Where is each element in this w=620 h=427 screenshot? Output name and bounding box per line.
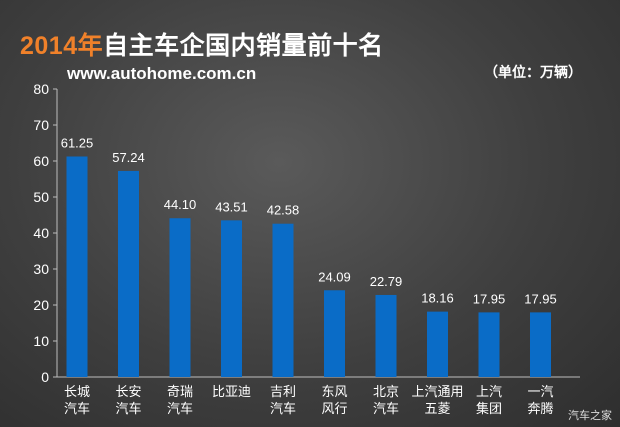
bar	[530, 312, 551, 377]
x-category-label: 汽车	[373, 401, 399, 416]
y-tick-label: 0	[41, 369, 49, 385]
x-category-label: 上汽通用	[411, 384, 463, 399]
bar-value-label: 17.95	[524, 291, 557, 306]
bar	[118, 170, 139, 377]
bar-value-label: 61.25	[61, 136, 94, 151]
bar-value-label: 43.51	[215, 199, 248, 214]
x-category-label: 上汽	[476, 384, 502, 399]
title-text: 自主车企国内销量前十名	[103, 32, 384, 60]
x-category-label: 北京	[373, 384, 399, 399]
x-category-label: 五菱	[424, 401, 450, 416]
unit-label: （单位：万辆）	[484, 64, 582, 80]
x-category-label: 奇瑞	[167, 384, 193, 399]
y-tick-label: 40	[33, 225, 49, 241]
bar-value-label: 18.16	[421, 291, 454, 306]
bar	[169, 218, 191, 377]
x-category-label: 风行	[321, 401, 347, 416]
y-tick-label: 50	[33, 189, 49, 205]
x-category-label: 长安	[115, 384, 141, 399]
x-category-label: 奔腾	[527, 401, 553, 416]
bar	[478, 312, 500, 377]
bar-value-label: 24.09	[318, 269, 351, 284]
x-category-label: 汽车	[115, 401, 141, 416]
x-category-label: 长城	[64, 384, 90, 399]
y-tick-label: 70	[33, 117, 49, 133]
bar	[272, 223, 294, 377]
bar-value-label: 57.24	[112, 150, 145, 165]
bar-value-label: 42.58	[267, 203, 300, 218]
bar-value-label: 44.10	[164, 197, 197, 212]
site-url: www.autohome.com.cn	[67, 64, 257, 83]
chart-title: 2014年自主车企国内销量前十名	[20, 26, 384, 62]
title-year: 2014年	[20, 32, 104, 60]
y-tick-label: 60	[33, 153, 49, 169]
bar-value-label: 17.95	[473, 291, 506, 306]
x-category-label: 吉利	[270, 384, 296, 399]
x-category-label: 汽车	[167, 401, 193, 416]
y-tick-label: 80	[33, 81, 49, 97]
x-category-label: 比亚迪	[212, 384, 251, 399]
bar	[324, 290, 345, 377]
bar	[427, 311, 448, 377]
x-category-label: 东风	[321, 384, 347, 399]
x-category-label: 汽车	[270, 401, 296, 416]
x-category-label: 汽车	[64, 401, 90, 416]
watermark: 汽车之家	[568, 410, 612, 422]
bar	[221, 220, 242, 377]
x-category-label: 一汽	[527, 384, 553, 399]
x-category-label: 集团	[476, 401, 502, 416]
y-tick-label: 20	[33, 297, 49, 313]
y-tick-label: 10	[33, 333, 49, 349]
bar-value-label: 22.79	[370, 274, 403, 289]
bar	[66, 156, 88, 377]
bar	[375, 294, 397, 377]
y-tick-label: 30	[33, 261, 49, 277]
